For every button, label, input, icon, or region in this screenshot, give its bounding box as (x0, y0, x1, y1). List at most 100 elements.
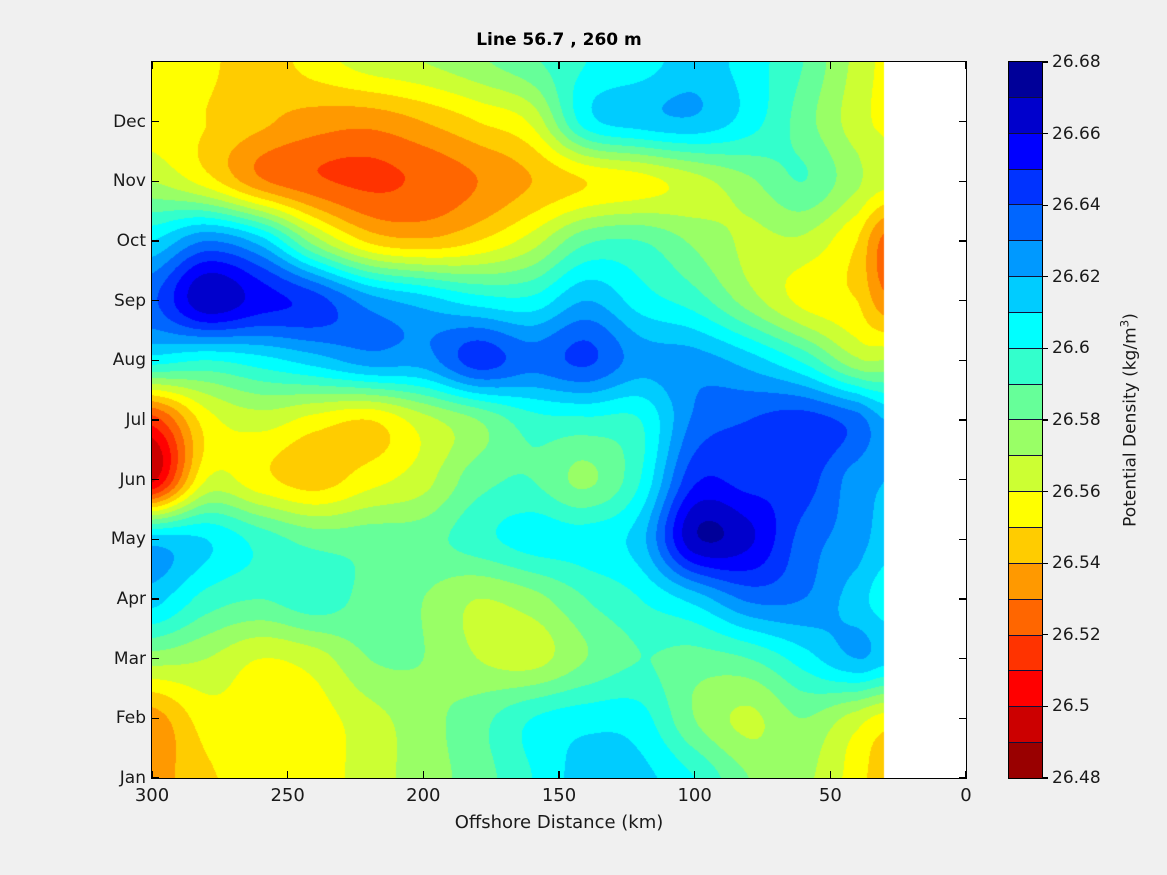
colorbar-tick-mark (1042, 133, 1048, 135)
y-tick-label-month: Nov (112, 171, 146, 192)
y-tick-label-month: Aug (112, 350, 146, 371)
colorbar-tick-mark (1042, 562, 1048, 564)
x-tick-mark (422, 771, 424, 778)
y-tick-mark (152, 658, 159, 660)
x-tick-mark (558, 62, 560, 69)
x-tick-label: 100 (677, 785, 712, 806)
y-tick-label-month: Apr (116, 589, 146, 609)
colorbar-tick-label: 26.6 (1052, 338, 1090, 359)
x-tick-label: 200 (406, 785, 441, 806)
x-tick-mark (829, 62, 831, 69)
x-tick-mark (558, 771, 560, 778)
colorbar-tick-label: 26.64 (1052, 195, 1101, 216)
y-tick-label-month: Jun (119, 469, 146, 490)
y-tick-label-month: Mar (113, 648, 146, 669)
x-tick-mark (287, 62, 289, 69)
colorbar-tick-label: 26.62 (1052, 266, 1101, 287)
x-tick-label: 150 (541, 785, 577, 806)
y-tick-mark (959, 419, 966, 421)
y-tick-label-month: Feb (115, 708, 146, 729)
colorbar-tick-label: 26.56 (1052, 481, 1101, 502)
x-tick-mark (965, 771, 967, 778)
y-tick-mark (152, 419, 159, 421)
y-tick-mark (959, 538, 966, 540)
colorbar-cell (1009, 420, 1042, 457)
colorbar-cell (1009, 133, 1042, 170)
x-tick-label: 0 (960, 785, 972, 806)
chart-title: Line 56.7 , 260 m (476, 30, 642, 50)
colorbar (1009, 62, 1042, 778)
y-tick-mark (152, 777, 159, 779)
colorbar-cell (1009, 743, 1042, 778)
y-tick-mark (152, 180, 159, 182)
colorbar-tick-mark (1042, 347, 1048, 349)
y-tick-mark (152, 717, 159, 719)
colorbar-label-suffix: ) (1120, 313, 1141, 320)
y-tick-mark (959, 240, 966, 242)
colorbar-label-superscript: 3 (1117, 319, 1132, 328)
colorbar-cell (1009, 563, 1042, 600)
x-tick-mark (151, 62, 153, 69)
x-tick-mark (151, 771, 153, 778)
y-tick-label-month: May (110, 529, 146, 550)
y-tick-mark (959, 479, 966, 481)
y-tick-mark (152, 598, 159, 600)
colorbar-cell (1009, 384, 1042, 421)
y-tick-mark (959, 658, 966, 660)
y-tick-mark (959, 180, 966, 182)
y-tick-label-month: Dec (113, 111, 146, 132)
x-tick-label: 300 (134, 785, 170, 806)
colorbar-cell (1009, 97, 1042, 134)
colorbar-cell (1009, 456, 1042, 493)
x-axis-label: Offshore Distance (km) (454, 812, 664, 833)
y-tick-label-month: Oct (116, 231, 146, 251)
contour-plot-canvas (152, 62, 966, 778)
colorbar-tick-label: 26.68 (1052, 52, 1101, 72)
y-tick-mark (959, 777, 966, 779)
colorbar-tick-mark (1042, 276, 1048, 278)
colorbar-cell (1009, 169, 1042, 206)
y-tick-label-month: Jan (119, 768, 146, 788)
y-tick-mark (959, 359, 966, 361)
plot-area (151, 62, 967, 779)
y-tick-mark (152, 538, 159, 540)
y-tick-label-month: Jul (125, 410, 146, 430)
y-tick-mark (152, 121, 159, 123)
colorbar-cell (1009, 492, 1042, 528)
colorbar-tick-mark (1042, 61, 1048, 63)
x-tick-mark (829, 771, 831, 778)
colorbar-cell (1009, 241, 1042, 278)
colorbar-tick-mark (1042, 204, 1048, 206)
colorbar-tick-mark (1042, 777, 1048, 779)
colorbar-cell (1009, 62, 1042, 98)
colorbar-tick-mark (1042, 419, 1048, 421)
colorbar-cell (1009, 599, 1042, 636)
x-tick-label: 50 (818, 785, 842, 806)
colorbar-cell (1009, 312, 1042, 349)
colorbar-cell (1009, 527, 1042, 564)
colorbar-tick-mark (1042, 634, 1048, 636)
y-tick-mark (152, 300, 159, 302)
colorbar-tick-label: 26.52 (1052, 624, 1101, 645)
y-tick-mark (959, 121, 966, 123)
colorbar-cell (1009, 635, 1042, 672)
colorbar-cell (1009, 707, 1042, 744)
colorbar-tick-label: 26.54 (1052, 553, 1101, 574)
y-tick-mark (959, 598, 966, 600)
x-tick-mark (287, 771, 289, 778)
x-tick-mark (694, 771, 696, 778)
y-tick-mark (959, 300, 966, 302)
colorbar-cell (1009, 277, 1042, 313)
x-tick-mark (422, 62, 424, 69)
colorbar-tick-label: 26.48 (1052, 768, 1101, 788)
colorbar-tick-label: 26.66 (1052, 123, 1101, 144)
y-tick-mark (152, 240, 159, 242)
colorbar-tick-mark (1042, 705, 1048, 707)
colorbar-tick-mark (1042, 491, 1048, 493)
x-tick-label: 250 (270, 785, 305, 806)
colorbar-tick-label: 26.58 (1052, 410, 1101, 430)
y-tick-mark (152, 359, 159, 361)
colorbar-cell (1009, 348, 1042, 385)
y-tick-mark (959, 717, 966, 719)
